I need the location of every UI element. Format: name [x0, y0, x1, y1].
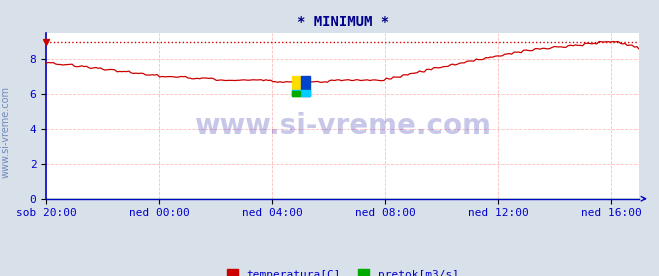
- Text: www.si-vreme.com: www.si-vreme.com: [0, 86, 11, 179]
- Bar: [293, 91, 301, 96]
- Bar: [293, 76, 301, 96]
- Bar: [293, 90, 310, 96]
- Legend: temperatura[C], pretok[m3/s]: temperatura[C], pretok[m3/s]: [222, 265, 463, 276]
- Title: * MINIMUM *: * MINIMUM *: [297, 15, 389, 29]
- Text: www.si-vreme.com: www.si-vreme.com: [194, 112, 491, 140]
- Bar: [301, 76, 310, 96]
